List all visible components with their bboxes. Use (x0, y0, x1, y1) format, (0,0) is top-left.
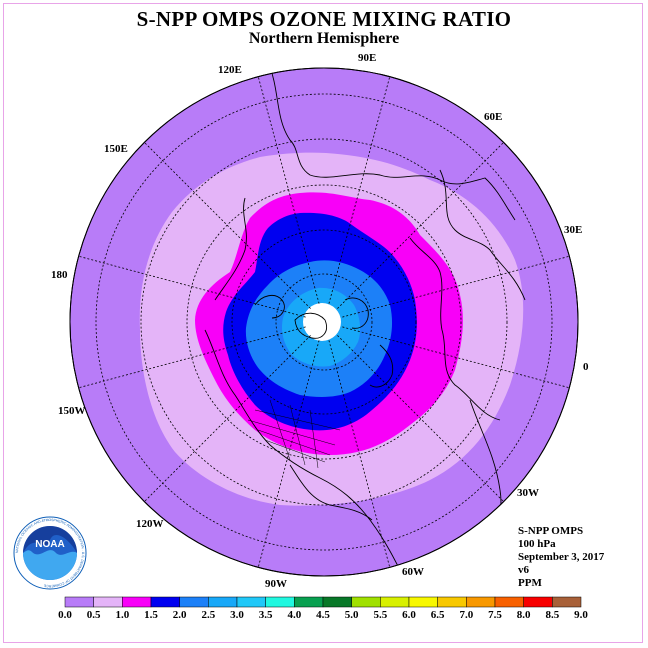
colorbar-tick-label: 8.0 (517, 609, 531, 621)
lon-label-150e: 150E (104, 143, 128, 155)
lon-label-60w: 60W (402, 566, 424, 578)
longitude-line (342, 255, 570, 318)
colorbar-swatch (265, 596, 295, 608)
colorbar-tick-label: 0.0 (58, 609, 72, 621)
lon-label-0: 0 (583, 361, 589, 373)
colorbar-tick-label: 3.0 (230, 609, 244, 621)
pole-gap (303, 303, 341, 341)
colorbar-swatch (380, 596, 410, 608)
lon-label-30w: 30W (517, 487, 539, 499)
units-label: PPM (518, 577, 542, 589)
colorbar-tick-label: 2.5 (201, 609, 215, 621)
longitude-line (342, 326, 570, 389)
longitude-line (337, 335, 504, 502)
longitude-line (144, 142, 311, 309)
colorbar-tick-label: 0.5 (87, 609, 101, 621)
colorbar-swatch (322, 596, 352, 608)
ozone-contours (78, 68, 570, 576)
longitude-line (257, 340, 320, 568)
colorbar-tick-label: 1.5 (144, 609, 158, 621)
colorbar-tick-label: 7.0 (459, 609, 473, 621)
colorbar-swatch (93, 596, 123, 608)
colorbar-swatch (64, 596, 94, 608)
colorbar-swatch (408, 596, 438, 608)
colorbar-tick-label: 8.5 (545, 609, 559, 621)
colorbar-swatch (236, 596, 266, 608)
lon-label-90w: 90W (265, 578, 287, 590)
lon-label-180: 180 (51, 269, 68, 281)
colorbar-tick-label: 6.0 (402, 609, 416, 621)
colorbar-swatch (208, 596, 238, 608)
colorbar-swatch (294, 596, 324, 608)
globe-outline (69, 67, 579, 577)
lon-label-30e: 30E (564, 224, 582, 236)
longitude-line (78, 255, 306, 318)
colorbar-swatch (437, 596, 467, 608)
colorbar-tick-label: 4.0 (287, 609, 301, 621)
colorbar-tick-label: 1.0 (115, 609, 129, 621)
colorbar-swatch (179, 596, 209, 608)
colorbar-swatch (150, 596, 180, 608)
lon-label-60e: 60E (484, 111, 502, 123)
noaa-logo-text: NOAA (35, 539, 64, 550)
figure-frame (3, 3, 643, 643)
lon-label-120w: 120W (136, 518, 164, 530)
longitude-lines (78, 76, 570, 568)
colorbar-tick-label: 4.5 (316, 609, 330, 621)
colorbar-swatch (122, 596, 152, 608)
longitude-line (257, 76, 320, 304)
instrument-label: S-NPP OMPS (518, 525, 584, 537)
colorbar-swatch (351, 596, 381, 608)
version-label: v6 (518, 564, 529, 576)
date-label: September 3, 2017 (518, 551, 605, 563)
colorbar-tick-label: 2.0 (173, 609, 187, 621)
noaa-logo: NOAA NATIONAL OCEANIC AND ATMOSPHERIC AD… (13, 516, 87, 590)
colorbar-tick-label: 3.5 (259, 609, 273, 621)
state-borders (247, 399, 341, 469)
colorbar-tick-label: 5.0 (345, 609, 359, 621)
longitude-line (144, 335, 311, 502)
colorbar-swatch (523, 596, 553, 608)
longitude-line (328, 76, 391, 304)
longitude-line (337, 142, 504, 309)
longitude-line (78, 326, 306, 389)
map-subtitle: Northern Hemisphere (248, 30, 400, 47)
colorbar-swatch (466, 596, 496, 608)
colorbar-swatch (494, 596, 524, 608)
map-title: S-NPP OMPS OZONE MIXING RATIO (136, 7, 512, 31)
colorbar-tick-label: 7.5 (488, 609, 502, 621)
colorbar-tick-label: 5.5 (373, 609, 387, 621)
lon-label-120e: 120E (218, 64, 242, 76)
lon-label-90e: 90E (358, 52, 376, 64)
pressure-label: 100 hPa (518, 538, 556, 550)
colorbar-swatch (552, 596, 582, 608)
colorbar-tick-label: 6.5 (431, 609, 445, 621)
longitude-line (328, 340, 391, 568)
info-block: S-NPP OMPS 100 hPa September 3, 2017 v6 … (518, 525, 604, 590)
latitude-circles (95, 93, 553, 551)
colorbar-tick-label: 9.0 (574, 609, 588, 621)
lon-label-150w: 150W (58, 405, 86, 417)
colorbar: 0.0 0.5 1.0 1.5 2.0 2.5 3.0 3.5 4.0 4.5 5.0 5.5 6.0 6… (58, 596, 588, 621)
